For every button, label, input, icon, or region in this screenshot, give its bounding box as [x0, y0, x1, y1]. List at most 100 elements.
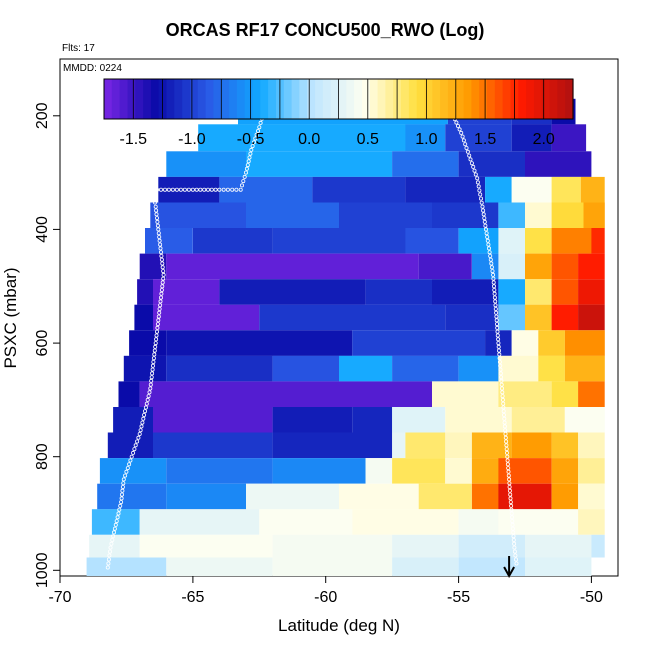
- track-point: [147, 390, 152, 395]
- y-tick-label: 200: [34, 102, 51, 129]
- track-point: [152, 352, 157, 357]
- heatmap-cell: [458, 355, 499, 382]
- colorbar-swatch: [104, 79, 113, 119]
- track-point: [111, 534, 116, 539]
- track-point: [501, 409, 506, 414]
- track-point: [250, 144, 255, 149]
- track-point: [138, 428, 143, 433]
- heatmap-cell: [272, 407, 353, 433]
- track-point: [153, 204, 158, 209]
- track-point: [506, 469, 511, 474]
- heatmap-cell: [392, 534, 459, 558]
- heatmap-cell: [511, 176, 552, 203]
- heatmap-cell: [578, 253, 605, 280]
- heatmap-cell: [166, 483, 246, 510]
- track-point: [154, 208, 159, 213]
- track-point: [507, 488, 512, 493]
- y-tick-label: 400: [34, 216, 51, 243]
- track-point: [166, 187, 171, 192]
- track-point: [142, 409, 147, 414]
- track-point: [105, 565, 110, 570]
- colorbar-swatch: [197, 79, 207, 119]
- track-point: [475, 176, 480, 181]
- track-point: [512, 545, 517, 550]
- heatmap-cell: [392, 151, 459, 177]
- heatmap-cell: [445, 432, 472, 459]
- track-point: [125, 466, 130, 471]
- heatmap-cell: [551, 176, 581, 203]
- heatmap-cell: [418, 483, 472, 510]
- heatmap-cell: [538, 355, 565, 382]
- track-point: [154, 212, 159, 217]
- track-point: [496, 337, 501, 342]
- track-point: [239, 183, 244, 188]
- heatmap-cell: [166, 557, 273, 576]
- track-point: [511, 534, 516, 539]
- track-point: [511, 530, 516, 535]
- colorbar-swatch: [236, 79, 246, 119]
- colorbar-tick-label: 0.5: [357, 131, 379, 148]
- heatmap-cell: [272, 557, 393, 576]
- colorbar-swatch: [338, 79, 347, 119]
- track-point: [503, 428, 508, 433]
- track-point: [506, 473, 511, 478]
- heatmap-cell: [551, 202, 584, 229]
- track-point: [507, 481, 512, 486]
- colorbar-swatch: [494, 79, 504, 119]
- heatmap-cell: [445, 407, 512, 433]
- track-point: [492, 291, 497, 296]
- heatmap-cell: [246, 151, 393, 177]
- heatmap-cell: [498, 253, 525, 280]
- colorbar-swatch: [369, 79, 379, 119]
- heatmap-cell: [525, 253, 552, 280]
- x-axis: -70 -65 -60 -55 -50: [48, 576, 603, 606]
- colorbar-swatch: [268, 79, 277, 119]
- track-point: [108, 549, 113, 554]
- track-point: [140, 420, 145, 425]
- track-point: [499, 382, 504, 387]
- heatmap-cell: [498, 304, 525, 331]
- track-point: [497, 356, 502, 361]
- heatmap-cell: [432, 279, 499, 305]
- track-point: [182, 187, 187, 192]
- track-point: [502, 424, 507, 429]
- colorbar-swatch: [377, 79, 386, 119]
- track-point: [160, 265, 165, 270]
- track-point: [510, 519, 515, 524]
- colorbar-swatch: [205, 79, 214, 119]
- colorbar-swatch: [549, 79, 558, 119]
- track-point: [118, 503, 123, 508]
- heatmap-cell: [166, 355, 273, 382]
- track-point: [155, 325, 160, 330]
- heatmap-cell: [392, 355, 459, 382]
- heatmap-cell: [564, 355, 605, 382]
- track-point: [234, 187, 239, 192]
- track-point: [112, 526, 117, 531]
- track-point: [483, 227, 488, 232]
- heatmap-cell: [525, 151, 592, 177]
- heatmap-cell: [392, 458, 446, 484]
- colorbar-tick-label: 0.0: [298, 131, 320, 148]
- heatmap-cell: [551, 124, 587, 152]
- track-point: [152, 200, 157, 205]
- heatmap-cell: [153, 432, 273, 459]
- colorbar-swatch: [479, 79, 488, 119]
- track-point: [459, 130, 464, 135]
- track-point: [507, 484, 512, 489]
- colorbar-swatch: [244, 79, 254, 119]
- track-point: [178, 187, 183, 192]
- colorbar-swatch: [565, 79, 574, 119]
- heatmap-cell: [166, 458, 273, 484]
- track-point: [158, 295, 163, 300]
- colorbar-swatch: [143, 79, 152, 119]
- colorbar-tick-label: -1.0: [178, 131, 206, 148]
- track-point: [505, 454, 510, 459]
- track-point: [496, 344, 501, 349]
- track-point: [128, 458, 133, 463]
- track-point: [511, 538, 516, 543]
- track-point: [249, 147, 254, 152]
- track-point: [495, 325, 500, 330]
- track-point: [152, 196, 157, 201]
- track-point: [160, 280, 165, 285]
